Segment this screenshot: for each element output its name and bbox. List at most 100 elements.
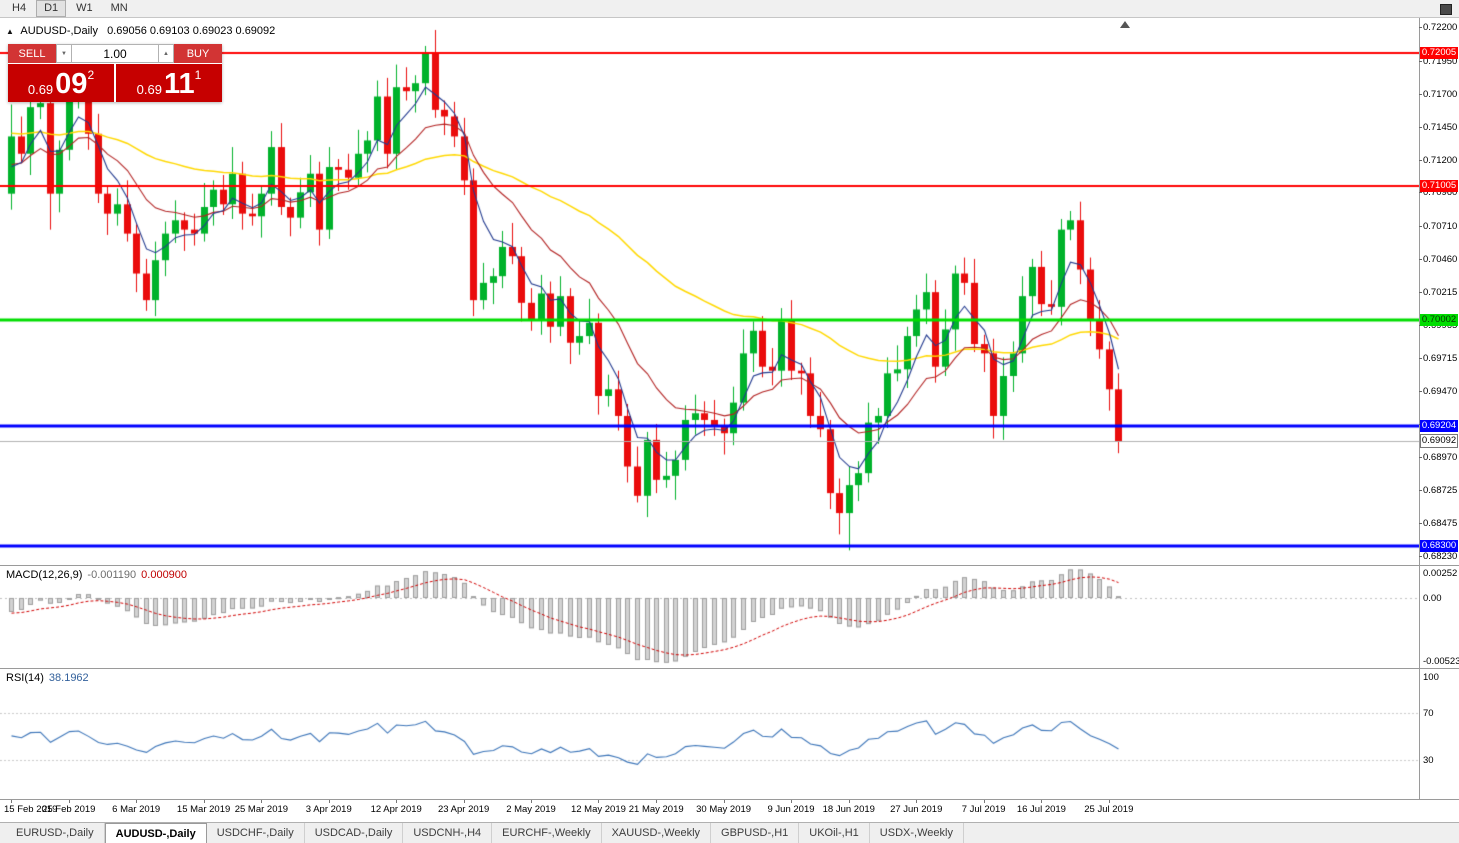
hline-label: 0.68300 <box>1420 540 1458 553</box>
tab-ukoil-h1[interactable]: UKOil-,H1 <box>799 823 870 843</box>
price-tick: 0.68970 <box>1423 452 1458 464</box>
price-axis-separator <box>1419 18 1420 800</box>
date-label: 25 Feb 2019 <box>42 804 96 815</box>
period-button-w1[interactable]: W1 <box>76 2 93 14</box>
volume-increase-button[interactable]: ▲ <box>158 44 174 63</box>
date-tickmark <box>656 800 658 803</box>
sell-price-point: 2 <box>87 68 95 82</box>
chart-symbol-label: AUDUSD-,Daily <box>20 25 98 37</box>
macd-axis-label: 0.00 <box>1423 592 1442 604</box>
chart-tab-bar: EURUSD-,Daily AUDUSD-,Daily USDCHF-,Daily U… <box>0 822 1459 843</box>
date-label: 21 May 2019 <box>628 804 684 815</box>
tab-xauusd-weekly[interactable]: XAUUSD-,Weekly <box>602 823 712 843</box>
date-label: 15 Feb 2019 <box>4 804 58 815</box>
date-tickmark <box>261 800 263 803</box>
price-tick: 0.71450 <box>1423 122 1458 134</box>
price-tick: 0.71200 <box>1423 155 1458 167</box>
panel-separator[interactable] <box>0 668 1459 669</box>
tab-eurusd-daily[interactable]: EURUSD-,Daily <box>6 823 105 843</box>
price-tick: 0.70215 <box>1423 286 1458 298</box>
volume-input[interactable]: 1.00 <box>72 44 158 63</box>
one-click-trading-panel: SELL ▼ 1.00 ▲ BUY 0.69 09 2 0.69 11 1 <box>8 44 222 102</box>
rsi-title: RSI(14) <box>6 672 44 684</box>
date-tickmark <box>1041 800 1043 803</box>
panel-separator[interactable] <box>0 565 1459 566</box>
rsi-axis-label: 100 <box>1423 671 1439 683</box>
panel-separator[interactable] <box>0 799 1459 800</box>
date-tickmark <box>463 800 465 803</box>
date-label: 25 Jul 2019 <box>1084 804 1134 815</box>
date-label: 30 May 2019 <box>696 804 752 815</box>
macd-canvas[interactable] <box>0 566 1419 668</box>
date-tickmark <box>723 800 725 803</box>
date-tickmark <box>136 800 138 803</box>
price-tick: 0.70960 <box>1423 187 1458 199</box>
date-tickmark <box>11 800 12 803</box>
rsi-axis-label: 30 <box>1423 755 1434 767</box>
sell-button[interactable]: SELL <box>8 44 56 63</box>
main-chart-canvas[interactable] <box>0 18 1419 565</box>
date-tickmark <box>983 800 985 803</box>
hline-label: 0.70002 <box>1420 313 1458 326</box>
date-tickmark <box>848 800 850 803</box>
period-button-group: H4 D1 W1 MN <box>4 0 138 17</box>
tab-usdcad-daily[interactable]: USDCAD-,Daily <box>305 823 404 843</box>
price-tick: 0.68475 <box>1423 518 1458 530</box>
tab-eurchf-weekly[interactable]: EURCHF-,Weekly <box>492 823 602 843</box>
tab-audusd-daily[interactable]: AUDUSD-,Daily <box>104 823 207 843</box>
window-button-icon[interactable] <box>1440 4 1452 15</box>
sell-price-prefix: 0.69 <box>27 82 54 97</box>
rsi-canvas[interactable] <box>0 669 1419 799</box>
period-button-h4[interactable]: H4 <box>12 2 27 14</box>
macd-axis-label: 0.00252 <box>1423 568 1458 579</box>
price-tick: 0.70710 <box>1423 220 1458 232</box>
date-label: 18 Jun 2019 <box>822 804 875 815</box>
hline-label: 0.72005 <box>1420 47 1458 60</box>
sell-price-pips: 09 <box>55 68 88 100</box>
hline-label: 0.71005 <box>1420 180 1458 193</box>
date-label: 12 May 2019 <box>570 804 626 815</box>
buy-price-button[interactable]: 0.69 11 1 <box>116 64 222 102</box>
date-tickmark <box>916 800 918 803</box>
price-tick: 0.69965 <box>1423 319 1458 331</box>
date-label: 25 Mar 2019 <box>234 804 289 815</box>
buy-price-point: 1 <box>194 68 202 82</box>
tab-gbpusd-h1[interactable]: GBPUSD-,H1 <box>711 823 800 843</box>
rsi-axis-label: 70 <box>1423 707 1434 719</box>
date-label: 23 Apr 2019 <box>437 804 490 815</box>
tab-usdcnh-h4[interactable]: USDCNH-,H4 <box>403 823 493 843</box>
rsi-header: RSI(14) 38.1962 <box>6 672 89 684</box>
price-tick: 0.72200 <box>1423 22 1458 34</box>
period-button-d1[interactable]: D1 <box>36 0 67 17</box>
period-button-mn[interactable]: MN <box>110 2 128 14</box>
date-label: 9 Jun 2019 <box>767 804 815 815</box>
macd-title: MACD(12,26,9) <box>6 569 83 581</box>
date-tickmark <box>791 800 793 803</box>
date-label: 2 May 2019 <box>506 804 556 815</box>
price-tick: 0.69220 <box>1423 418 1458 430</box>
chart-shift-marker-icon[interactable] <box>1120 21 1130 28</box>
price-tick: 0.68725 <box>1423 484 1458 496</box>
tab-usdx-weekly[interactable]: USDX-,Weekly <box>870 823 964 843</box>
current-price-label: 0.69092 <box>1420 433 1458 448</box>
date-tickmark <box>68 800 70 803</box>
buy-button[interactable]: BUY <box>174 44 222 63</box>
price-tick: 0.71950 <box>1423 55 1458 67</box>
date-tickmark <box>598 800 600 803</box>
buy-price-prefix: 0.69 <box>136 82 162 97</box>
chart-ohlc-values: 0.69056 0.69103 0.69023 0.69092 <box>107 25 276 37</box>
volume-decrease-button[interactable]: ▼ <box>56 44 72 63</box>
sell-price-button[interactable]: 0.69 09 2 <box>8 64 114 102</box>
price-tick: 0.69470 <box>1423 385 1458 397</box>
macd-axis-label: -0.00523 <box>1423 656 1459 667</box>
tab-usdchf-daily[interactable]: USDCHF-,Daily <box>207 823 305 843</box>
date-tickmark <box>531 800 533 803</box>
date-axis[interactable]: 15 Feb 2019 25 Feb 2019 6 Mar 2019 15 Mar 2… <box>0 800 1419 820</box>
macd-signal-value: 0.000900 <box>141 569 188 581</box>
one-click-panel-toggle-icon[interactable]: ▲ <box>6 27 14 36</box>
price-tick: 0.69715 <box>1423 353 1458 365</box>
date-tickmark <box>1108 800 1110 803</box>
date-label: 6 Mar 2019 <box>112 804 161 815</box>
date-tickmark <box>203 800 205 803</box>
buy-price-pips: 11 <box>163 68 195 100</box>
